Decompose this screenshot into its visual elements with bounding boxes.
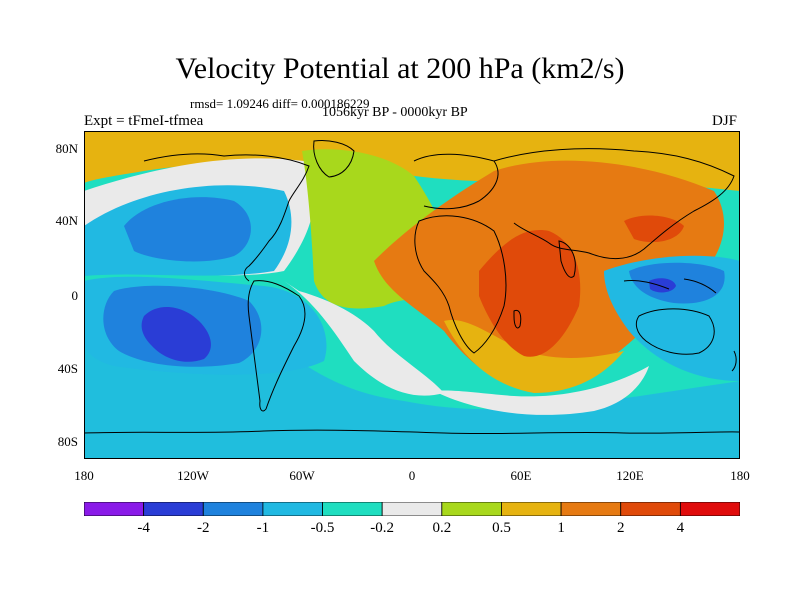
colorbar-swatch-10 — [679, 502, 740, 516]
coast-north-america — [143, 153, 310, 282]
coast-europe — [413, 153, 499, 210]
field-south-white — [434, 366, 649, 415]
coast-africa — [414, 215, 507, 354]
colorbar-swatch-8 — [560, 502, 622, 516]
coast-asia — [493, 148, 735, 259]
lon-label-180e: 180 — [730, 468, 750, 483]
colorbar-swatch-0 — [84, 502, 145, 516]
colorbar-swatch-6 — [441, 502, 502, 516]
field-spac-darkblue — [141, 306, 211, 362]
chart-title: Velocity Potential at 200 hPa (km2/s) — [175, 52, 625, 85]
period-label: 1056kyr BP - 0000kyr BP — [322, 105, 468, 120]
colorbar-label-8: 2 — [616, 520, 625, 536]
lon-label-60e: 60E — [510, 468, 532, 483]
colorbar-label-0: -4 — [137, 520, 150, 536]
field-atlantic-white — [284, 281, 444, 396]
coast-australia — [635, 308, 715, 355]
colorbar-label-5: 0.2 — [432, 520, 452, 536]
lat-label-80s: 80S — [57, 434, 78, 449]
colorbar-label-1: -2 — [197, 520, 210, 536]
lon-label-60w: 60W — [289, 468, 315, 483]
map-border — [84, 131, 740, 459]
coastlines — [84, 140, 740, 435]
lat-label-80n: 80N — [55, 141, 78, 156]
colorbar-swatch-1 — [143, 502, 204, 516]
velocity-potential-map — [84, 131, 740, 459]
coast-antarctica — [84, 429, 740, 435]
coast-greenland — [313, 140, 355, 178]
coast-newzealand — [731, 350, 737, 372]
colorbar-swatch-5 — [381, 502, 443, 516]
colorbar — [84, 502, 740, 516]
colorbar-label-6: 0.5 — [492, 520, 511, 536]
stats-label: rmsd= 1.09246 diff= 0.000186229 — [190, 96, 370, 111]
colorbar-swatch-2 — [202, 502, 264, 516]
colorbar-label-7: 1 — [557, 520, 565, 536]
lon-label-180w: 180 — [74, 468, 94, 483]
field-south-blue — [84, 301, 740, 459]
lon-label-120w: 120W — [177, 468, 209, 483]
colorbar-swatch-4 — [322, 502, 383, 516]
lat-label-40s: 40S — [57, 361, 78, 376]
lat-label-40n: 40N — [55, 213, 78, 228]
lon-label-120e: 120E — [616, 468, 644, 483]
colorbar-label-2: -1 — [256, 520, 270, 536]
coast-india — [558, 240, 576, 278]
field-npac-blue — [124, 197, 251, 262]
colorbar-label-3: -0.5 — [310, 520, 335, 536]
experiment-label: Expt = tFmeI-tfmea — [84, 113, 204, 129]
field-red-east — [624, 215, 684, 243]
lat-label-0: 0 — [71, 288, 79, 303]
colorbar-label-9: 4 — [676, 520, 685, 536]
season-label: DJF — [712, 113, 738, 129]
coast-indonesia — [623, 278, 717, 294]
coast-south-america — [247, 280, 306, 412]
field-wpac-blue — [629, 262, 725, 304]
lon-label-0: 0 — [408, 468, 416, 483]
colorbar-swatch-9 — [620, 502, 681, 516]
colorbar-label-4: -0.2 — [370, 520, 395, 536]
colorbar-swatch-7 — [501, 502, 562, 516]
field-wpac-darkblue — [649, 278, 676, 293]
coast-madagascar — [513, 309, 522, 329]
colorbar-swatch-3 — [262, 502, 323, 516]
